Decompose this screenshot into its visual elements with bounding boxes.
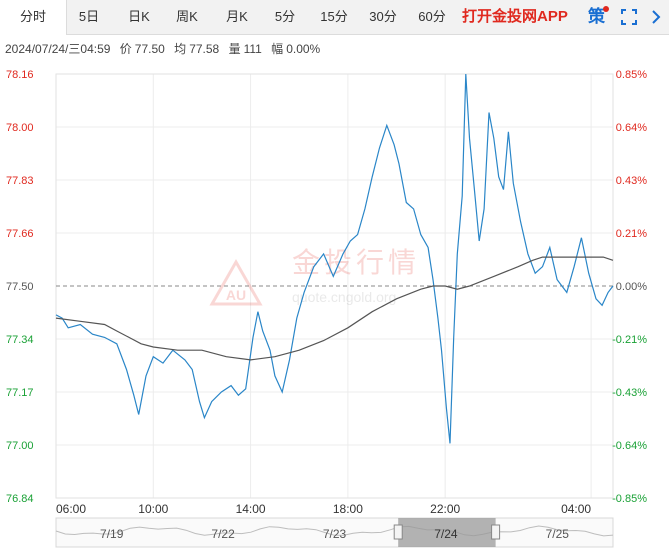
intraday-chart[interactable]: AU 金投行情 quote.cngold.org 78.16 78.00 77.83… bbox=[0, 62, 669, 548]
percent-tick-label: 0.85% bbox=[616, 69, 647, 81]
avg-value: 77.58 bbox=[189, 42, 220, 56]
tab-weekly-k[interactable]: 周K bbox=[176, 9, 198, 24]
period-tab-bar: 分时 5日 日K 周K 月K 5分 15分 30分 60分 打开金投网APP 策 bbox=[0, 0, 669, 35]
tab-daily-k[interactable]: 日K bbox=[128, 9, 150, 24]
percent-tick-label: -0.85% bbox=[612, 493, 647, 505]
tab-5-day[interactable]: 5日 bbox=[78, 9, 100, 24]
volume-value: 111 bbox=[243, 42, 262, 56]
watermark-url: quote.cngold.org bbox=[292, 289, 396, 305]
chart-grid bbox=[55, 73, 614, 499]
volume-label: 量 bbox=[228, 42, 241, 56]
navigator-date-label: 7/19 bbox=[100, 527, 124, 541]
expand-icon[interactable] bbox=[647, 8, 665, 26]
price-tick-label: 77.50 bbox=[6, 281, 34, 293]
navigator-date-label: 7/25 bbox=[546, 527, 570, 541]
price-tick-label: 77.83 bbox=[6, 175, 34, 187]
price-tick-label: 77.00 bbox=[6, 440, 34, 452]
time-tick-label: 04:00 bbox=[561, 502, 591, 516]
fullscreen-icon[interactable] bbox=[620, 8, 638, 26]
average-series-line bbox=[55, 256, 614, 361]
tab-15-min[interactable]: 15分 bbox=[320, 9, 348, 24]
price-axis: 78.16 78.00 77.83 77.66 77.50 77.34 77.17 77.00… bbox=[6, 69, 34, 505]
navigator-left-handle bbox=[393, 524, 403, 540]
navigator-date-label: 7/24 bbox=[434, 527, 458, 541]
avg-label: 均 bbox=[174, 42, 187, 56]
tab-intraday[interactable]: 分时 bbox=[0, 0, 67, 35]
percent-tick-label: -0.21% bbox=[612, 334, 647, 346]
navigator-history-line bbox=[55, 525, 614, 537]
change-value: 0.00% bbox=[286, 42, 321, 56]
watermark: AU 金投行情 quote.cngold.org bbox=[209, 247, 420, 306]
change-label: 幅 bbox=[271, 42, 284, 56]
price-label: 价 bbox=[119, 42, 132, 56]
percent-tick-label: 0.43% bbox=[616, 175, 647, 187]
time-tick-label: 10:00 bbox=[138, 502, 168, 516]
price-tick-label: 77.17 bbox=[6, 387, 34, 399]
percent-tick-label: -0.64% bbox=[612, 440, 647, 452]
strategy-icon[interactable]: 策 bbox=[588, 7, 605, 26]
tab-60-min[interactable]: 60分 bbox=[418, 9, 446, 24]
tab-5-min[interactable]: 5分 bbox=[274, 9, 296, 24]
watermark-logo-icon bbox=[209, 258, 263, 306]
navigator-date-label: 7/22 bbox=[211, 527, 235, 541]
percent-tick-label: 0.00% bbox=[616, 281, 647, 293]
navigator-right-handle bbox=[491, 524, 501, 540]
navigator-date-label: 7/23 bbox=[323, 527, 347, 541]
time-axis: 06:00 10:00 14:00 18:00 22:00 04:00 bbox=[56, 502, 591, 516]
price-tick-label: 76.84 bbox=[6, 493, 34, 505]
open-app-link[interactable]: 打开金投网APP bbox=[462, 8, 568, 25]
price-series-line bbox=[55, 73, 614, 444]
time-tick-label: 14:00 bbox=[236, 502, 266, 516]
price-tick-label: 77.66 bbox=[6, 228, 34, 240]
price-tick-label: 78.00 bbox=[6, 122, 34, 134]
plot-border bbox=[55, 73, 614, 499]
percent-axis: 0.85% 0.64% 0.43% 0.21% 0.00% -0.21% -0.43% -0.… bbox=[612, 69, 647, 505]
time-tick-label: 06:00 bbox=[56, 502, 86, 516]
time-tick-label: 18:00 bbox=[333, 502, 363, 516]
quote-datetime: 2024/07/24/三04:59 bbox=[5, 42, 111, 56]
percent-tick-label: -0.43% bbox=[612, 387, 647, 399]
watermark-logo: AU bbox=[226, 287, 246, 303]
watermark-brand: 金投行情 bbox=[292, 247, 420, 278]
price-value: 77.50 bbox=[134, 42, 165, 56]
quote-info-line: 2024/07/24/三04:59 价 77.50 均 77.58 量 111 幅 0.… bbox=[5, 40, 326, 57]
navigator-selection bbox=[398, 518, 496, 547]
range-navigator[interactable]: 7/19 7/22 7/23 7/24 7/25 bbox=[55, 517, 614, 548]
tab-monthly-k[interactable]: 月K bbox=[226, 9, 248, 24]
notification-dot bbox=[603, 6, 609, 12]
price-tick-label: 77.34 bbox=[6, 334, 34, 346]
navigator-frame bbox=[55, 517, 614, 548]
tab-30-min[interactable]: 30分 bbox=[369, 9, 397, 24]
time-tick-label: 22:00 bbox=[430, 502, 460, 516]
percent-tick-label: 0.64% bbox=[616, 122, 647, 134]
price-tick-label: 78.16 bbox=[6, 69, 34, 81]
percent-tick-label: 0.21% bbox=[616, 228, 647, 240]
